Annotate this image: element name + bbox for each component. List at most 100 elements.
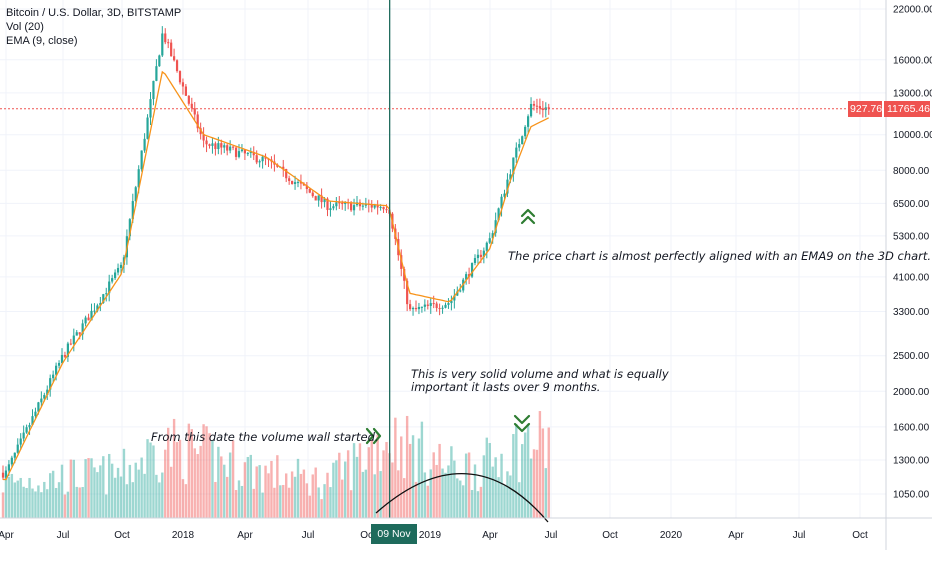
volume-bar (456, 478, 459, 518)
price-tick-label: 1300.00 (893, 455, 930, 466)
volume-annotation-line2: important it lasts over 9 months. (411, 380, 601, 394)
candle-body (161, 33, 164, 56)
candle-body (532, 103, 536, 106)
legend-volume[interactable]: Vol (20) (6, 21, 44, 33)
candle-body (13, 452, 16, 458)
volume-bar (261, 492, 264, 518)
volume-bar (199, 445, 202, 518)
candle-body (208, 144, 211, 146)
volume-bar (467, 452, 471, 518)
volume-bar (423, 472, 427, 518)
candle-body (258, 161, 261, 163)
volume-bar (358, 443, 362, 518)
time-tick-label: Apr (728, 530, 744, 541)
candle-body (509, 174, 512, 180)
candle-body (78, 332, 81, 335)
volume-bar (344, 461, 347, 518)
candle-body (423, 304, 426, 307)
candle-body (105, 293, 108, 295)
volume-bar (125, 484, 129, 518)
volume-bar (116, 467, 120, 518)
volume-bar (28, 477, 31, 518)
volume-bar (444, 472, 447, 518)
volume-bar (500, 453, 503, 518)
volume-bar (243, 462, 247, 518)
candle-body (429, 303, 432, 306)
volume-bar (518, 482, 521, 518)
candle-body (296, 182, 300, 184)
candle-body (114, 272, 117, 279)
volume-bar (408, 443, 412, 518)
candle-body (25, 427, 28, 433)
volume-bar (435, 464, 438, 518)
volume-bar (405, 415, 409, 518)
candle-body (506, 179, 509, 194)
volume-bar (332, 462, 335, 518)
candle-body (491, 233, 494, 239)
volume-bar (252, 488, 255, 518)
candle-body (479, 254, 482, 258)
volume-bar (349, 490, 353, 518)
volume-bar (31, 488, 34, 518)
volume-bar (509, 475, 512, 518)
volume-bar (287, 487, 291, 518)
candle-body (234, 147, 238, 157)
candle-body (488, 238, 491, 243)
volume-bar (523, 432, 527, 518)
candle-body (382, 206, 385, 210)
candle-body (99, 302, 102, 306)
volume-bar (43, 481, 46, 518)
candle-body (181, 82, 185, 87)
price-chart-svg[interactable]: 22000.00 16000.00 13000.00 10000.00 8000.00 6… (0, 0, 932, 550)
volume-bar (326, 472, 329, 518)
legend-ema[interactable]: EMA (9, close) (6, 35, 78, 47)
volume-bar (175, 442, 179, 518)
candle-body (515, 147, 518, 158)
time-tick-label: Oct (360, 530, 376, 541)
candle-body (140, 150, 143, 170)
candle-body (173, 56, 176, 61)
volume-bar (93, 467, 96, 518)
volume-bar (146, 439, 149, 518)
candle-body (31, 416, 34, 426)
volume-bar (113, 477, 117, 518)
candle-body (314, 196, 317, 201)
candle-body (63, 354, 67, 357)
legend-symbol[interactable]: Bitcoin / U.S. Dollar, 3D, BITSTAMP (6, 7, 182, 19)
volume-bar (529, 458, 533, 518)
price-tick-label: 2000.00 (893, 387, 930, 398)
candle-body (379, 206, 382, 208)
candle-body (52, 374, 55, 379)
candle-body (178, 71, 182, 83)
volume-bar (453, 460, 456, 518)
price-annotation: The price chart is almost perfectly alig… (508, 249, 932, 263)
volume-bar (352, 443, 356, 518)
volume-bar (323, 484, 326, 518)
candle-body (406, 280, 409, 305)
volume-bar (90, 458, 93, 518)
candle-body (288, 178, 291, 181)
volume-bar (72, 459, 75, 518)
candle-body (370, 204, 373, 208)
volume-bar (432, 452, 435, 518)
price-tick-label: 8000.00 (893, 166, 930, 177)
volume-bar (494, 457, 497, 518)
right-chevron-arrow-icon (365, 427, 382, 445)
candle-body (338, 202, 341, 204)
volume-bar (462, 485, 465, 518)
candle-body (214, 143, 217, 150)
volume-bar (161, 472, 164, 518)
volume-bar (376, 434, 379, 518)
candle-body (229, 146, 232, 151)
volume-bar (57, 482, 61, 518)
time-tick-label: Oct (114, 530, 130, 541)
candle-body (285, 169, 288, 179)
candle-body (175, 60, 179, 72)
volume-bar (66, 491, 70, 518)
candle-body (332, 206, 335, 209)
volume-bar (397, 470, 400, 518)
time-tick-label: Oct (852, 530, 868, 541)
candle-body (264, 156, 267, 159)
time-tick-label: Jul (793, 530, 806, 541)
chart-area[interactable]: 22000.00 16000.00 13000.00 10000.00 8000.00 6… (0, 0, 932, 550)
